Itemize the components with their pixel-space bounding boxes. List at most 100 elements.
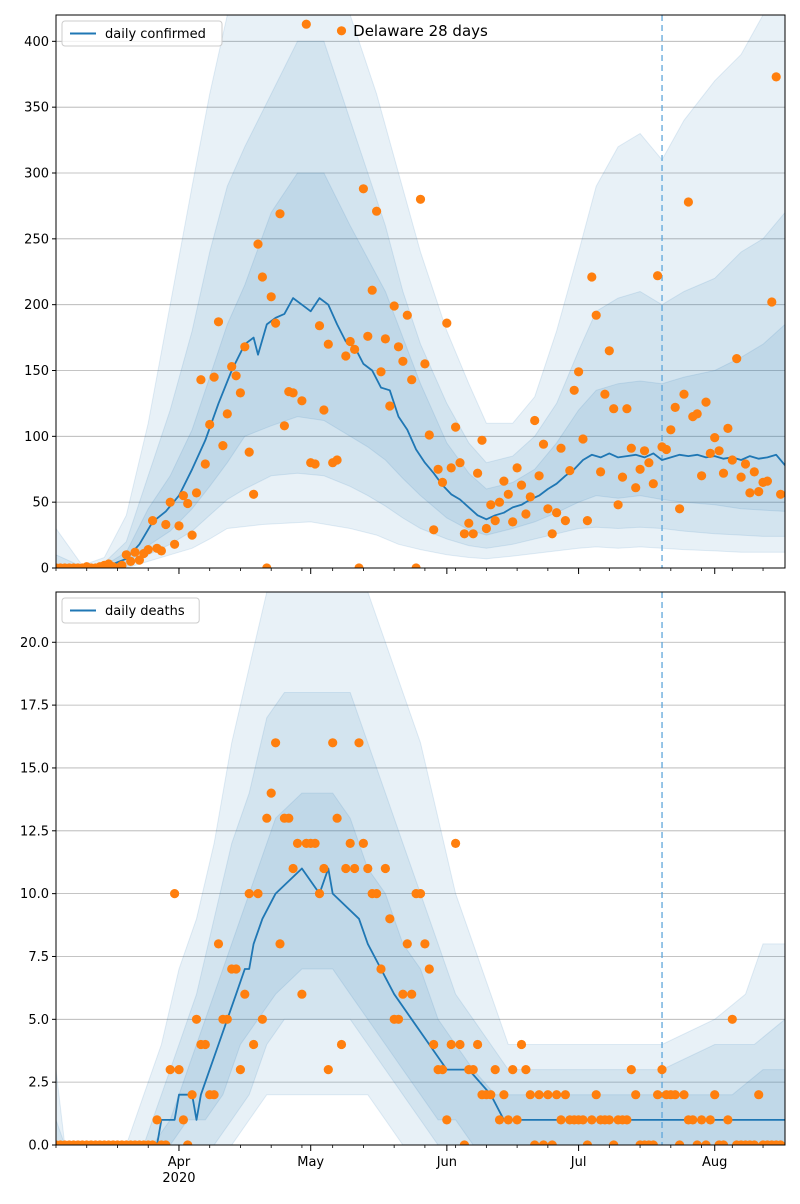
scatter-point [332,813,342,823]
scatter-point [534,471,544,481]
plot-area [56,15,785,568]
scatter-point [301,19,311,29]
ytick-label: 15.0 [20,761,49,776]
scatter-point [345,336,355,347]
scatter-point [503,489,513,499]
scatter-point [253,239,263,249]
scatter-point [516,480,527,490]
scatter-point [661,444,672,455]
scatter-point [499,476,509,486]
ytick-label: 400 [24,35,49,50]
ytick-label: 2.5 [28,1076,49,1091]
legend: daily confirmed [61,20,223,47]
scatter-point [644,458,654,468]
scatter-point [231,964,241,974]
scatter-point [516,1039,527,1050]
legend-box [61,20,223,47]
scatter-point [697,471,707,481]
scatter-point [209,1090,219,1100]
scatter-point [376,964,386,974]
scatter-point [578,434,588,444]
band-outer [56,592,785,1145]
scatter-point [749,467,759,477]
scatter-point [420,939,430,949]
band-outer [56,15,785,568]
scatter-point [148,516,158,526]
scatter-point [538,439,549,449]
scatter-point [683,197,694,207]
scatter-point [446,463,456,473]
scatter-point [714,446,724,456]
band-inner [56,792,785,1145]
scatter-point [126,556,136,567]
legend-label: daily deaths [105,604,185,619]
scatter-point [358,838,368,849]
scatter-point [235,1065,245,1075]
scatter-point [622,1115,632,1125]
scatter-point [196,375,206,385]
scatter-point [617,472,628,482]
scatter-point [297,396,307,406]
scatter-point [547,1140,557,1145]
scatter-point [398,356,408,366]
ytick-label: 5.0 [28,1013,49,1028]
scatter-point [350,344,360,354]
scatter-point [218,441,228,451]
scatter-point [604,1115,614,1125]
scatter-point [266,788,276,798]
scatter-point [380,334,390,344]
scatter-point [631,1090,641,1100]
scatter-point [200,1039,210,1050]
scatter-point [578,1115,588,1125]
scatter-point [727,455,737,465]
plot-area [56,592,785,1145]
scatter-point [244,447,254,457]
scatter-point [183,1140,193,1145]
scatter-point [688,1115,698,1125]
scatter-point [319,405,329,415]
scatter-point [705,448,715,458]
scatter-point [165,497,175,507]
scatter-point [503,1115,513,1125]
scatter-point [631,483,641,493]
xtick-label: Apr [168,1155,191,1170]
xtick-sublabel: 2020 [162,1171,195,1186]
ytick-label: 150 [24,364,49,379]
scatter-point [477,435,487,445]
scatter-point [613,500,623,510]
scatter-point [574,367,584,377]
scatter-point [723,1115,733,1125]
scatter-point [200,459,210,469]
ytick-label: 7.5 [28,950,49,965]
ytick-label: 10.0 [20,887,49,902]
scatter-point [222,409,232,419]
scatter-point [424,430,434,440]
scatter-point [727,1014,737,1024]
plot-frame [55,14,786,569]
ytick-label: 300 [24,167,49,182]
scatter-point [415,194,426,204]
band-middle [56,40,785,568]
scatter-point [121,550,131,560]
scatter-point [455,1039,465,1050]
scatter-point [701,1140,711,1145]
scatter-point [653,271,663,281]
xtick-label: Jun [436,1155,457,1170]
scatter-point [235,388,245,398]
scatter-point [165,1065,175,1075]
scatter-point [437,1065,448,1075]
scatter-point [345,838,355,849]
scatter-point [407,989,417,999]
scatter-point [323,339,333,349]
ytick-label: 250 [24,232,49,247]
scatter-point [284,813,294,823]
scatter-point [433,464,443,474]
scatter-point [407,375,417,385]
series-line [56,297,785,568]
ytick-label: 20.0 [20,636,49,651]
scatter-point [723,423,733,433]
scatter-point [363,331,373,341]
scatter-point [174,1065,184,1075]
scatter-point [508,1065,518,1075]
scatter-point [442,318,452,328]
